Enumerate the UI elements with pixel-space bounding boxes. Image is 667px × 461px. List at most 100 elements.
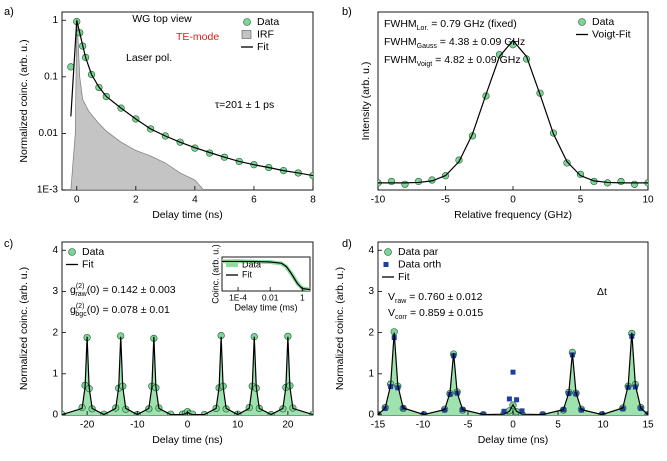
annotation-main: g [70, 304, 76, 316]
line [222, 260, 310, 291]
line [70, 20, 313, 177]
legend-label: Data [82, 246, 104, 258]
annotation: Vraw = 0.760 ± 0.012 [388, 291, 483, 305]
marker [514, 397, 520, 403]
annotation-sub: Gauss [417, 43, 438, 50]
annotation-sub: raw [395, 298, 407, 305]
marker [506, 396, 512, 402]
y-axis-label: Coinc. (arb. u.) [210, 244, 220, 304]
legend-marker [384, 248, 392, 256]
annotation: FWHMVoigt = 4.82 ± 0.09 GHz [384, 54, 521, 68]
annotation-text: = 0.859 ± 0.015 [407, 307, 483, 319]
annotation: TE-mode [176, 31, 219, 43]
x-tick-label: 0.01 [262, 292, 279, 302]
annotation: FWHMGauss = 4.38 ± 0.09 GHz [384, 36, 525, 50]
marker [414, 177, 423, 186]
x-tick-label: 10 [232, 420, 244, 431]
line [378, 332, 648, 415]
marker [599, 412, 605, 415]
annotation-main: Laser pol. [126, 52, 172, 64]
x-tick-label: 1E-4 [229, 292, 247, 302]
x-tick-label: -10 [416, 420, 431, 431]
annotation-text: = 4.82 ± 0.09 GHz [432, 54, 520, 66]
legend-label: Fit [257, 41, 269, 53]
annotation: WG top view [132, 13, 192, 25]
y-tick-label: 1 [52, 15, 58, 26]
x-axis-label: Delay time (ns) [478, 434, 549, 446]
legend-label: Voigt-Fit [592, 28, 631, 40]
annotation-sub: raw [75, 291, 87, 298]
panel-label: d) [342, 238, 352, 250]
y-tick-label: 2 [368, 327, 374, 338]
x-axis-label: Delay time (ns) [152, 434, 223, 446]
legend-label: Data [592, 16, 614, 28]
marker [540, 412, 546, 415]
panel-label: c) [4, 238, 13, 250]
x-tick-label: 4 [192, 195, 198, 206]
line [378, 39, 648, 184]
annotation-main: FWHM [384, 36, 417, 48]
annotation-main: g [70, 284, 76, 296]
marker [630, 180, 639, 188]
x-tick-label: 0 [510, 420, 516, 431]
x-tick-label: 6 [251, 195, 257, 206]
annotation-main: τ=201 ± 1 ps [215, 99, 274, 111]
annotation-sub: bgc [75, 311, 87, 318]
plot-frame [377, 241, 649, 416]
annotation: Laser pol. [126, 52, 172, 64]
annotation-main: TE-mode [176, 31, 219, 43]
annotation-text: = 4.38 ± 0.09 GHz [437, 36, 525, 48]
plot-area [222, 259, 310, 291]
x-tick-label: 2 [133, 195, 139, 206]
x-tick-label: 5 [578, 195, 584, 206]
marker [501, 408, 507, 414]
marker [387, 177, 396, 186]
y-tick-label: 3 [368, 286, 374, 297]
x-axis-label: Delay time (ms) [234, 302, 297, 312]
x-tick-label: 0 [74, 195, 80, 206]
x-tick-label: 15 [642, 420, 654, 431]
x-tick-label: 20 [282, 420, 294, 431]
plot-area [67, 17, 313, 190]
x-tick-label: -5 [441, 195, 450, 206]
legend-marker [68, 248, 76, 256]
legend-label: IRF [257, 28, 274, 40]
legend-label: Data [257, 16, 279, 28]
annotation: FWHMLor. = 0.79 GHz (fixed) [384, 18, 517, 32]
y-axis-label: Intensity (arb. u.) [360, 62, 372, 141]
annotation-text: (0) = 0.142 ± 0.003 [87, 284, 176, 296]
x-axis-label: Relative frequency (GHz) [454, 209, 572, 221]
annotation-sub: corr [395, 314, 408, 321]
x-tick-label: 5 [555, 420, 561, 431]
y-tick-label: 0.01 [39, 128, 59, 139]
x-tick-label: -20 [80, 420, 95, 431]
annotation-main: V [388, 291, 395, 303]
annotation-text: = 0.79 GHz (fixed) [428, 18, 516, 30]
annotation-sub: Voigt [417, 61, 433, 68]
annotation-main: Δt [597, 286, 607, 298]
y-tick-label: 0.1 [44, 71, 58, 82]
annotation-main: V [388, 307, 395, 319]
y-tick-label: 3 [52, 286, 58, 297]
legend-label: Fit [398, 271, 410, 283]
y-tick-label: 1 [52, 368, 58, 379]
x-tick-label: 10 [597, 420, 609, 431]
marker [510, 369, 516, 375]
y-tick-label: 4 [52, 245, 58, 256]
marker [617, 177, 625, 186]
annotation-sup: (2) [76, 303, 85, 310]
marker [480, 412, 486, 415]
x-tick-label: 0 [510, 195, 516, 206]
y-tick-label: 1E-3 [37, 185, 59, 196]
annotation-main: FWHM [384, 54, 417, 66]
y-tick-label: 0 [52, 410, 58, 421]
legend-swatch [241, 30, 252, 39]
y-axis-label: Normalized coinc. (arb. u.) [18, 39, 30, 162]
annotation-main: FWHM [384, 18, 417, 30]
annotation-text: = 0.760 ± 0.012 [406, 291, 482, 303]
x-tick-label: -10 [371, 195, 386, 206]
marker [421, 412, 427, 415]
y-tick-label: 2 [52, 327, 58, 338]
x-axis-label: Delay time (ns) [152, 209, 223, 221]
